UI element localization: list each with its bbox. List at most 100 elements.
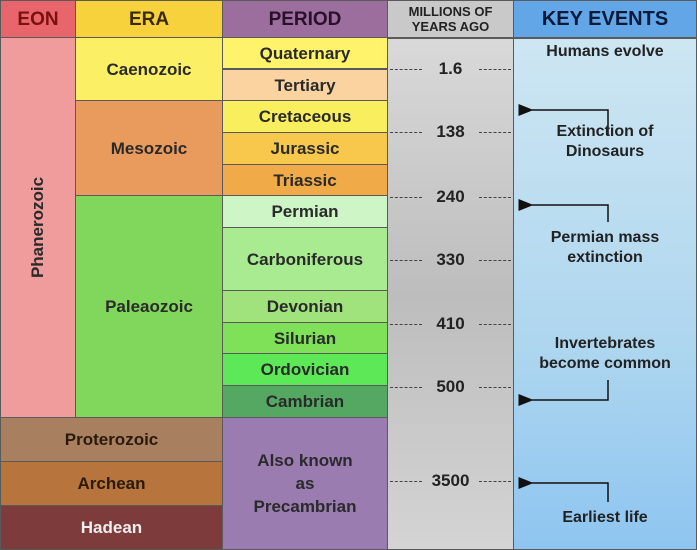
era-label: Paleaozoic [105, 297, 193, 316]
header-text: ERA [128, 8, 170, 30]
dash-line [479, 323, 511, 325]
event-line: extinction [567, 249, 643, 266]
dash-line [390, 480, 422, 482]
period-label: Permian [271, 202, 339, 221]
period-cell: Cretaceous [222, 100, 388, 133]
year-row: 138 [390, 122, 511, 142]
event-line: Extinction of [556, 123, 654, 140]
event-text: Earliest life [514, 507, 696, 529]
period-cell: Quaternary [222, 37, 388, 69]
period-cell: Permian [222, 195, 388, 228]
year-label: 330 [436, 250, 465, 269]
dash-line [390, 259, 422, 261]
arrow [518, 199, 609, 222]
years-column [387, 38, 514, 550]
period-cell: Cambrian [222, 385, 388, 418]
year-label: 500 [436, 377, 465, 396]
period-cell: Jurassic [222, 132, 388, 165]
period-label: Devonian [266, 297, 344, 316]
dash-line [479, 259, 511, 261]
precambrian-text: Also known [257, 451, 353, 470]
year-label: 240 [436, 187, 465, 206]
header-text: MILLIONS OF [408, 4, 493, 19]
eon-cell: Hadean [0, 505, 223, 550]
dash-line [479, 131, 511, 133]
period-label: Silurian [273, 328, 337, 348]
precambrian-text: Precambrian [253, 497, 357, 516]
period-label: Ordovician [260, 360, 350, 379]
year-label: 1.6 [438, 59, 463, 78]
header-text: PERIOD [268, 8, 342, 30]
year-label: 138 [436, 122, 465, 141]
era-label: Caenozoic [106, 59, 192, 79]
year-row: 330 [390, 250, 511, 270]
eon-label: Archean [77, 474, 146, 493]
period-cell: Triassic [222, 164, 388, 196]
era-cell: Caenozoic [75, 37, 223, 101]
period-cell: Tertiary [222, 69, 388, 101]
event-line: Earliest life [562, 509, 648, 526]
event-text: Permian mass extinction [514, 226, 696, 270]
header-text: EON [17, 8, 59, 30]
period-cell: Devonian [222, 290, 388, 323]
header-cell: EON [0, 0, 76, 38]
event-text: Extinction of Dinosaurs [514, 120, 696, 164]
eon-label: Proterozoic [64, 430, 159, 449]
dash-line [390, 131, 422, 133]
dash-line [390, 386, 422, 388]
period-label: Carboniferous [246, 249, 364, 269]
event-line: Invertebrates [554, 335, 656, 352]
period-label: Jurassic [270, 139, 340, 158]
arrow [518, 380, 609, 406]
precambrian-text: as [295, 474, 315, 493]
header-text: YEARS AGO [411, 19, 490, 34]
dash-line [479, 196, 511, 198]
period-label: Tertiary [274, 75, 336, 95]
dash-line [390, 196, 422, 198]
arrow [518, 104, 609, 136]
period-cell: Silurian [222, 322, 388, 354]
event-line: Dinosaurs [565, 143, 645, 160]
year-row: 1.6 [390, 59, 511, 79]
era-label: Mesozoic [110, 138, 188, 158]
eon-cell: Phanerozoic [0, 37, 76, 418]
header-cell: ERA [75, 0, 223, 38]
eon-cell: Proterozoic [0, 417, 223, 462]
dash-line [478, 68, 511, 70]
precambrian-cell: Also known as Precambrian [222, 417, 388, 550]
arrow [518, 477, 609, 502]
events-column [513, 38, 697, 550]
year-row: 410 [390, 314, 511, 334]
year-label: 410 [436, 314, 465, 333]
year-row: 240 [390, 187, 511, 207]
year-row: 3500 [390, 471, 511, 491]
header-cell: MILLIONS OF YEARS AGO [387, 0, 514, 38]
dash-line [478, 480, 511, 482]
period-cell: Carboniferous [222, 227, 388, 291]
event-line: become common [539, 355, 671, 372]
period-label: Triassic [273, 170, 337, 190]
eon-label: Hadean [80, 518, 143, 537]
event-line: Permian mass [550, 229, 660, 246]
header-cell: PERIOD [222, 0, 388, 38]
event-line: Humans evolve [546, 43, 664, 60]
era-cell: Paleaozoic [75, 195, 223, 418]
period-label: Cretaceous [258, 107, 352, 126]
year-row: 500 [390, 377, 511, 397]
event-text: Humans evolve [514, 41, 696, 63]
period-cell: Ordovician [222, 353, 388, 386]
dash-line [390, 68, 422, 70]
period-label: Quaternary [259, 43, 351, 63]
header-text: KEY EVENTS [541, 7, 669, 30]
dash-line [390, 323, 422, 325]
eon-cell: Archean [0, 461, 223, 506]
header-cell: KEY EVENTS [513, 0, 697, 38]
dash-line [479, 386, 511, 388]
period-label: Cambrian [265, 392, 345, 411]
era-cell: Mesozoic [75, 100, 223, 196]
eon-label: Phanerozoic [28, 176, 48, 279]
year-label: 3500 [431, 471, 470, 490]
event-text: Invertebrates become common [514, 332, 696, 376]
